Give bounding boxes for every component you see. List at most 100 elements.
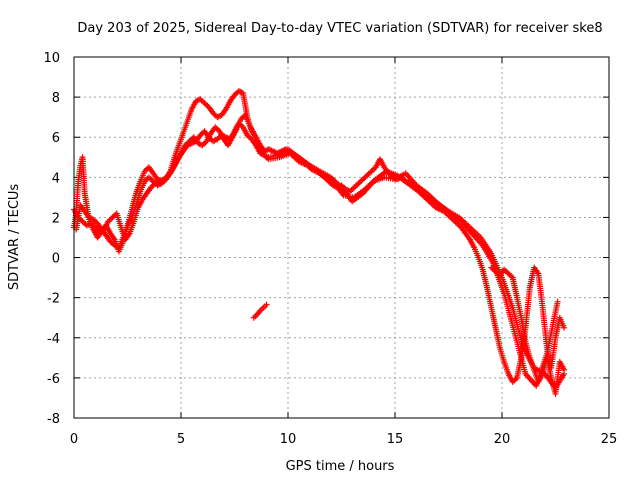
x-tick-label: 20: [494, 432, 511, 447]
data-marker: [538, 372, 545, 379]
data-marker: [102, 230, 109, 237]
data-marker: [503, 269, 510, 276]
data-marker: [446, 209, 453, 216]
y-tick-label: 8: [52, 91, 60, 106]
data-marker: [148, 177, 155, 184]
x-axis-label: GPS time / hours: [286, 459, 395, 474]
data-marker: [371, 177, 378, 184]
x-tick-label: 10: [280, 432, 297, 447]
data-marker: [142, 191, 149, 198]
data-marker: [132, 204, 139, 211]
data-marker: [513, 292, 520, 299]
data-marker: [251, 140, 258, 147]
data-marker: [479, 264, 486, 271]
data-marker: [380, 162, 387, 169]
data-marker: [249, 128, 256, 135]
data-marker: [258, 306, 265, 313]
x-tick-label: 25: [601, 432, 618, 447]
data-marker: [106, 228, 113, 235]
data-marker: [504, 368, 511, 375]
data-marker: [200, 98, 207, 105]
data-marker: [349, 193, 356, 200]
data-marker: [461, 228, 468, 235]
data-marker: [517, 312, 524, 319]
data-marker: [467, 228, 474, 235]
data-marker: [245, 120, 252, 127]
data-marker: [530, 364, 537, 371]
data-marker: [560, 365, 567, 372]
y-tick-label: -8: [47, 412, 60, 427]
data-marker: [465, 235, 472, 242]
x-tick-label: 15: [387, 432, 404, 447]
data-marker: [140, 170, 147, 177]
x-tick-label: 5: [177, 432, 185, 447]
series-isolated-segment: [250, 301, 270, 321]
data-marker: [500, 356, 507, 363]
plot-frame: [73, 56, 610, 419]
data-marker: [367, 169, 374, 176]
data-marker: [274, 154, 281, 161]
data-marker: [392, 171, 399, 178]
data-marker: [108, 215, 115, 222]
data-marker: [187, 108, 194, 115]
data-marker: [119, 236, 126, 243]
data-marker: [412, 180, 419, 187]
data-marker: [492, 322, 499, 329]
data-marker: [117, 222, 124, 229]
data-marker: [261, 303, 268, 310]
data-marker: [552, 336, 559, 343]
data-marker: [414, 187, 421, 194]
data-marker: [166, 171, 173, 178]
data-marker: [256, 309, 263, 316]
data-marker: [508, 302, 515, 309]
data-marker: [187, 140, 194, 147]
data-marker: [349, 185, 356, 192]
data-marker: [140, 180, 147, 187]
data-marker: [123, 224, 130, 231]
y-tick-label: -2: [47, 292, 60, 307]
data-marker: [317, 171, 324, 178]
x-tick-label: 0: [70, 432, 78, 447]
data-marker: [296, 155, 303, 162]
data-marker: [170, 163, 177, 170]
data-marker: [230, 129, 237, 136]
data-marker: [268, 147, 275, 154]
data-marker: [354, 181, 361, 188]
data-marker: [360, 187, 367, 194]
data-marker: [307, 163, 314, 170]
data-marker: [97, 224, 104, 231]
data-marker: [175, 155, 182, 162]
data-marker: [435, 201, 442, 208]
data-marker: [489, 258, 496, 265]
y-tick-label: -4: [47, 332, 60, 347]
y-tick-label: 0: [52, 252, 60, 267]
data-marker: [110, 235, 117, 242]
data-marker: [496, 342, 503, 349]
data-marker: [252, 313, 259, 320]
data-marker: [560, 322, 567, 329]
data-marker: [522, 336, 529, 343]
y-tick-label: 2: [52, 211, 60, 226]
data-marker: [195, 96, 202, 103]
y-tick-label: -6: [47, 372, 60, 387]
data-marker: [255, 310, 262, 317]
series-track-d: [488, 264, 568, 397]
data-marker: [197, 141, 204, 148]
data-marker: [512, 376, 519, 383]
data-marker: [78, 217, 85, 224]
data-marker: [478, 241, 485, 248]
data-marker: [452, 219, 459, 226]
data-marker: [470, 242, 477, 249]
data-marker: [534, 269, 541, 276]
data-marker: [339, 190, 346, 197]
data-marker: [136, 190, 143, 197]
data-marker: [179, 132, 186, 139]
data-marker: [80, 206, 87, 213]
data-marker: [264, 154, 271, 161]
data-marker: [526, 352, 533, 359]
data-marker: [226, 99, 233, 106]
data-layer: [71, 88, 568, 397]
data-marker: [474, 252, 481, 259]
data-marker: [403, 179, 410, 186]
data-marker: [175, 144, 182, 151]
